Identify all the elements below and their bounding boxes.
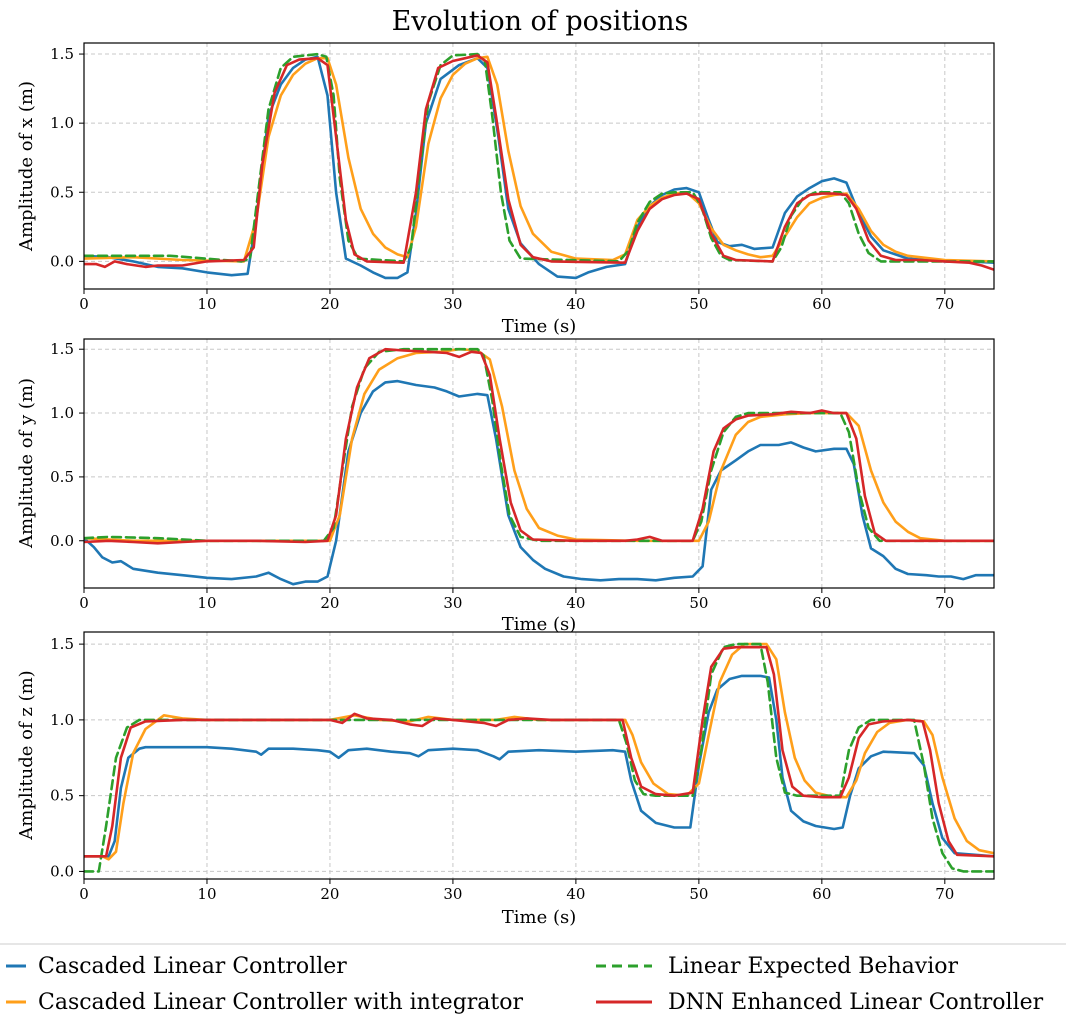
x-tick-label: 10 <box>197 594 216 612</box>
x-tick-label: 30 <box>443 594 462 612</box>
x-tick-label: 20 <box>320 885 339 903</box>
subplot-y-xlabel: Time (s) <box>502 614 577 635</box>
x-tick-label: 20 <box>320 295 339 313</box>
legend-entry: Cascaded Linear Controller <box>6 954 347 979</box>
x-tick-label: 0 <box>79 295 89 313</box>
axes-frame <box>83 338 995 589</box>
y-tick-label: 1.5 <box>50 45 74 63</box>
x-tick-label: 10 <box>197 295 216 313</box>
subplot-z-xlabel: Time (s) <box>502 907 577 928</box>
series-line <box>84 347 994 543</box>
y-tick-label: 0.5 <box>50 787 74 805</box>
legend-label: Linear Expected Behavior <box>668 954 958 979</box>
x-tick-label: 60 <box>812 295 831 313</box>
y-tick-label: 1.0 <box>50 711 74 729</box>
series-line <box>84 347 994 545</box>
x-tick-label: 60 <box>812 885 831 903</box>
x-tick-label: 50 <box>689 885 708 903</box>
x-tick-label: 70 <box>935 295 954 313</box>
series-line <box>84 642 994 873</box>
axes-frame <box>83 42 995 290</box>
y-tick-label: 1.5 <box>50 635 74 653</box>
figure-title: Evolution of positions <box>392 6 689 37</box>
series-line <box>84 55 994 263</box>
legend: Cascaded Linear Controller Cascaded Line… <box>6 954 1044 1015</box>
x-tick-label: 0 <box>79 594 89 612</box>
y-tick-label: 1.5 <box>50 340 74 358</box>
series-line <box>84 645 994 858</box>
legend-entry: Linear Expected Behavior <box>596 954 958 979</box>
subplot-z-ylabel: Amplitude of z (m) <box>16 670 37 840</box>
subplot-y: Amplitude of y (m) Time (s) 0 10 20 30 40 50 6… <box>16 338 995 635</box>
series-line <box>84 674 994 858</box>
subplot-z: Amplitude of z (m) Time (s) 0 10 20 30 40 50 6… <box>16 631 995 928</box>
x-tick-label: 50 <box>689 295 708 313</box>
x-tick-label: 70 <box>935 594 954 612</box>
legend-entry: DNN Enhanced Linear Controller <box>596 990 1044 1015</box>
x-tick-label: 40 <box>566 594 585 612</box>
x-tick-label: 70 <box>935 885 954 903</box>
legend-label: Cascaded Linear Controller with integrat… <box>38 990 524 1015</box>
x-tick-label: 10 <box>197 885 216 903</box>
y-tick-label: 0.5 <box>50 468 74 486</box>
y-tick-label: 0.5 <box>50 183 74 201</box>
series-line <box>84 54 994 271</box>
x-tick-label: 40 <box>566 295 585 313</box>
axes-frame <box>83 631 995 880</box>
legend-entry: Cascaded Linear Controller with integrat… <box>6 990 524 1015</box>
x-tick-label: 30 <box>443 295 462 313</box>
x-tick-label: 60 <box>812 594 831 612</box>
subplot-y-ylabel: Amplitude of y (m) <box>16 378 37 549</box>
series-line <box>84 55 994 280</box>
x-tick-label: 20 <box>320 594 339 612</box>
subplot-x-ylabel: Amplitude of x (m) <box>16 81 37 252</box>
x-tick-label: 50 <box>689 594 708 612</box>
subplot-x-xlabel: Time (s) <box>502 316 577 337</box>
legend-label: Cascaded Linear Controller <box>38 954 347 979</box>
legend-label: DNN Enhanced Linear Controller <box>668 990 1044 1015</box>
y-tick-label: 0.0 <box>50 862 74 880</box>
x-tick-label: 0 <box>79 885 89 903</box>
series-line <box>84 52 994 263</box>
series-line <box>84 642 994 861</box>
y-tick-label: 0.0 <box>50 252 74 270</box>
y-tick-label: 1.0 <box>50 114 74 132</box>
y-tick-label: 1.0 <box>50 404 74 422</box>
x-tick-label: 30 <box>443 885 462 903</box>
subplot-x: Amplitude of x (m) Time (s) 0 10 20 30 40 50 6… <box>16 42 995 337</box>
y-tick-label: 0.0 <box>50 532 74 550</box>
x-tick-label: 40 <box>566 885 585 903</box>
